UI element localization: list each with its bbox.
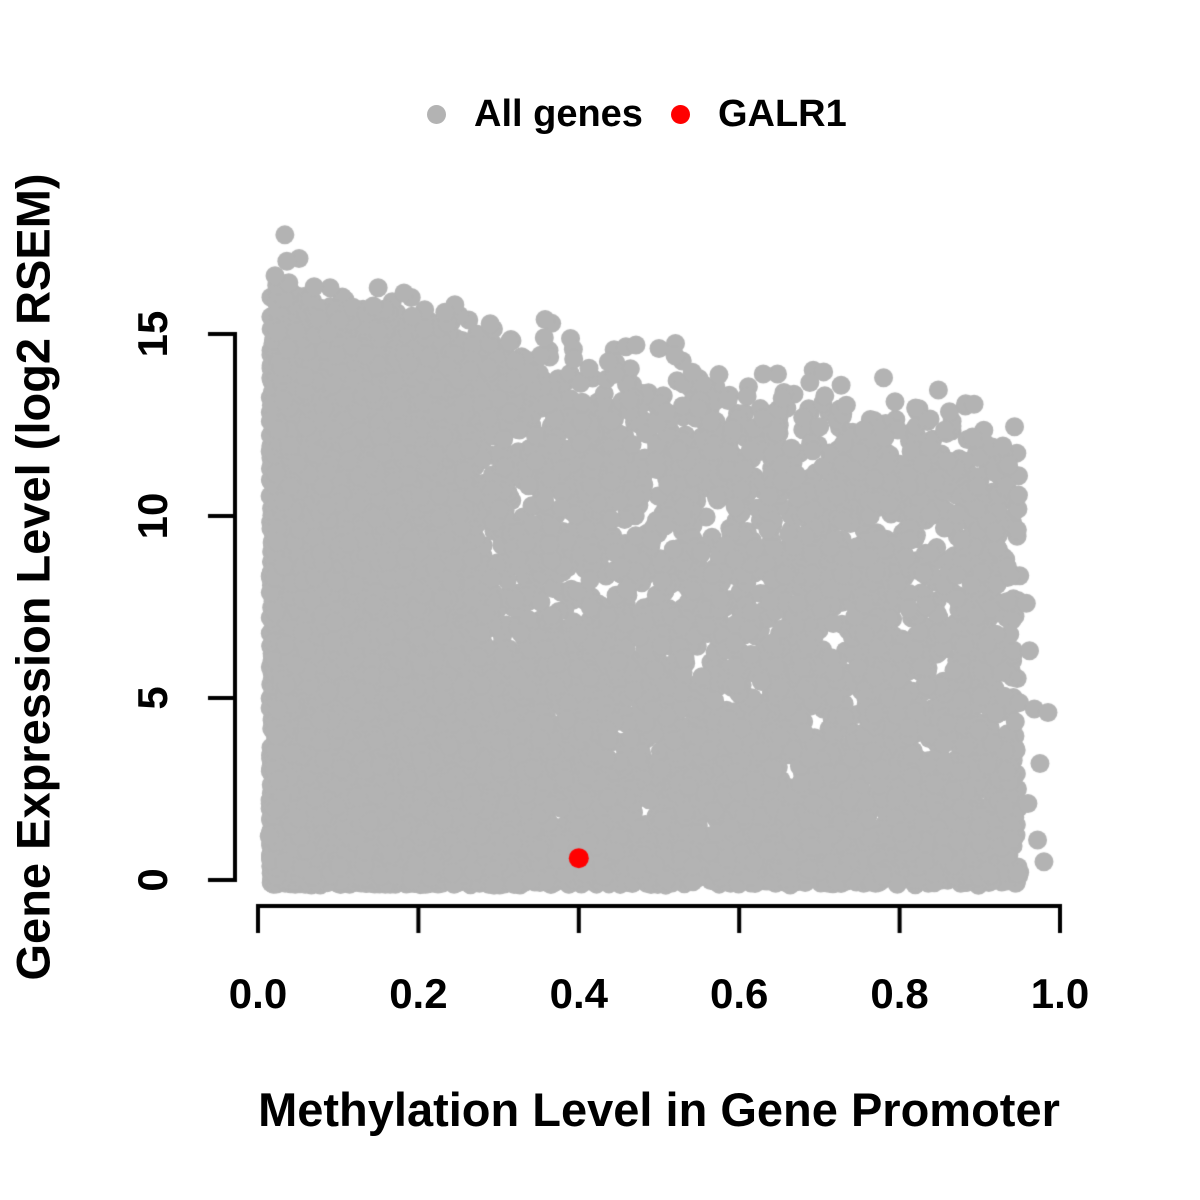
x-tick-label: 0.8 [870, 970, 929, 1017]
y-axis-title: Gene Expression Level (log2 RSEM) [6, 173, 60, 981]
legend-label-all-genes: All genes [474, 93, 643, 135]
y-tick-label: 5 [129, 686, 176, 710]
y-tick-label: 0 [129, 868, 176, 892]
all-genes-dot-icon [427, 104, 446, 124]
legend: All genes GALR1 [427, 91, 847, 137]
x-tick-label: 0.6 [709, 970, 769, 1017]
x-tick-label: 1.0 [1030, 970, 1090, 1017]
x-axis-title: Methylation Level in Gene Promoter [258, 1083, 1060, 1136]
legend-label-galr1: GALR1 [717, 93, 847, 135]
x-tick-label: 0.2 [389, 970, 448, 1017]
x-tick-label: 0.4 [549, 970, 608, 1017]
galr1-dot-icon [670, 104, 690, 124]
y-tick-label: 10 [129, 492, 176, 540]
x-tick-label: 0.0 [228, 970, 288, 1017]
y-tick-label: 15 [129, 310, 176, 358]
